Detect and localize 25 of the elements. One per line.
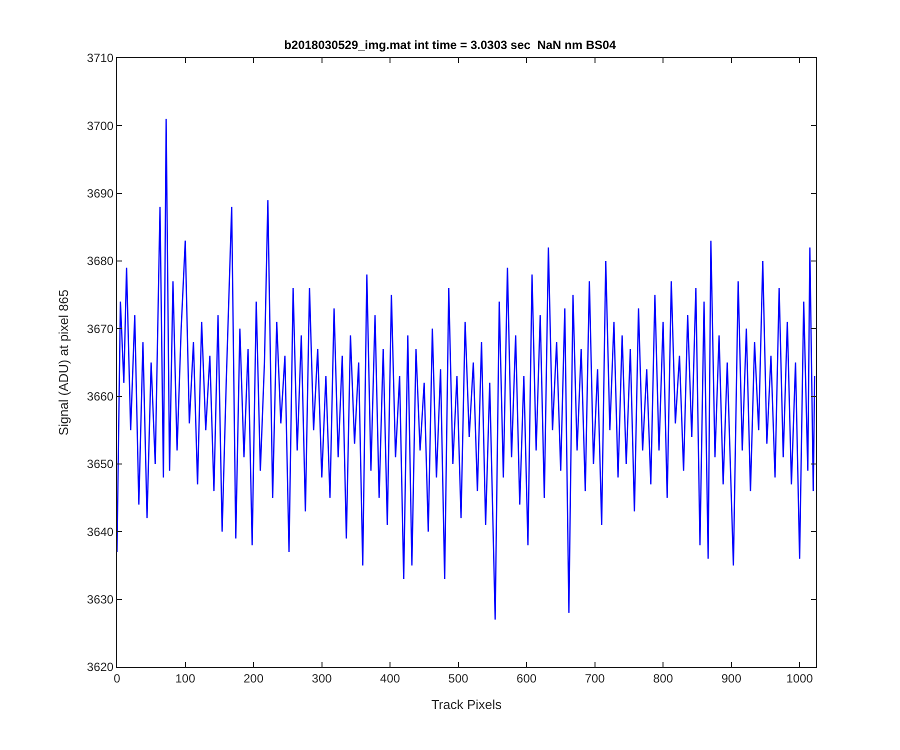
y-tick-label: 3660 (86, 390, 114, 404)
y-tick-label: 3630 (86, 592, 114, 607)
y-tick-label: 3690 (86, 186, 114, 201)
y-tick-label: 3700 (86, 118, 114, 133)
x-tick-label: 900 (721, 671, 742, 686)
y-tick-label: 3650 (86, 457, 114, 472)
line-series (117, 118, 816, 620)
x-tick-label: 400 (380, 671, 400, 686)
x-tick-label: 500 (448, 671, 469, 686)
x-tick-label: 100 (175, 671, 196, 686)
y-tick-label: 3710 (86, 51, 114, 66)
x-tick-label: 800 (653, 671, 674, 686)
y-tick-label: 3640 (86, 524, 114, 539)
chart-title: b2018030529_img.mat int time = 3.0303 sec NaN nm BS04 (284, 38, 616, 52)
y-axis-title: Signal (ADU) at pixel 865 (56, 290, 71, 436)
x-tick-label: 700 (584, 671, 606, 686)
x-axis-title: Track Pixels (431, 697, 502, 712)
x-tick-label: 1000 (786, 671, 814, 686)
x-tick-label: 200 (244, 671, 264, 686)
y-tick-label: 3670 (86, 322, 114, 336)
x-tick-label: 300 (312, 671, 332, 686)
x-tick-label: 600 (516, 671, 537, 686)
y-tick-label: 3680 (86, 254, 114, 268)
x-tick-label: 0 (114, 671, 121, 686)
y-tick-label: 3620 (86, 660, 114, 674)
